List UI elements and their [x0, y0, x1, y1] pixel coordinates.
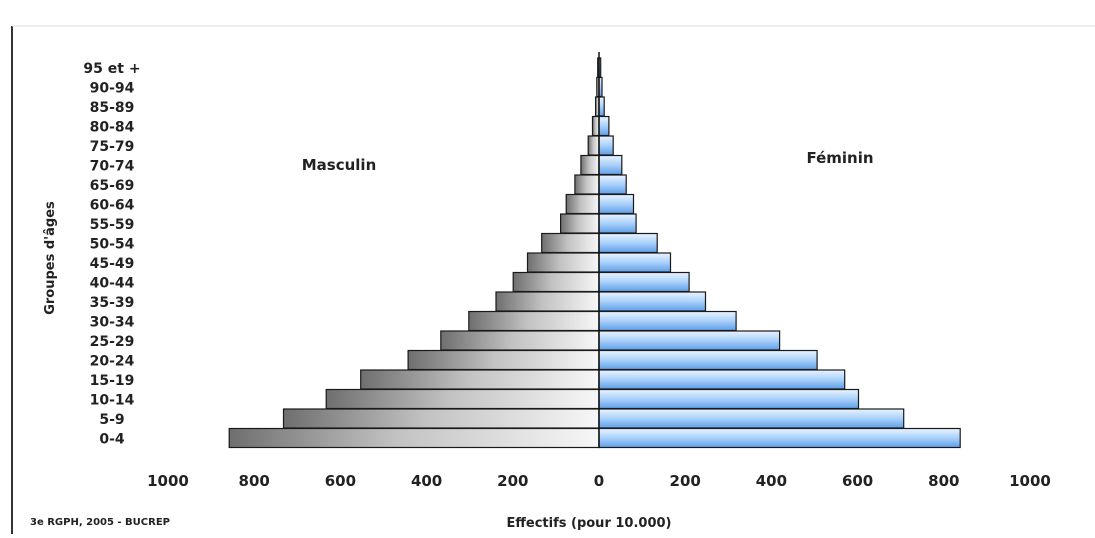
male-bar-35-39	[495, 291, 600, 312]
age-group-label: 0-4	[99, 432, 125, 448]
female-bar-5-9	[598, 408, 905, 429]
age-group-label: 85-89	[90, 100, 135, 116]
male-bars	[228, 57, 600, 449]
male-bar-20-24	[407, 349, 600, 371]
x-tick-label: 400	[411, 472, 442, 490]
x-tick-labels: 1000 800 600 400 200 0 200 400 600 800 1000	[147, 472, 1051, 490]
x-tick-label: 400	[756, 472, 787, 490]
x-tick-label: 600	[842, 472, 873, 490]
female-bar-60-64	[598, 193, 635, 215]
y-axis-title: Groupes d'âges	[43, 201, 58, 315]
age-group-label: 25-29	[90, 334, 135, 350]
age-group-label: 5-9	[99, 412, 124, 428]
x-axis-title: Effectifs (pour 10.000)	[506, 516, 671, 531]
age-group-label: 80-84	[90, 120, 135, 136]
female-bar-50-54	[598, 232, 658, 254]
male-bar-15-19	[360, 369, 600, 390]
male-bar-30-34	[468, 310, 600, 332]
male-bar-65-69	[574, 174, 600, 195]
male-bar-50-54	[541, 232, 600, 254]
female-bars	[598, 57, 961, 449]
age-group-label: 35-39	[90, 295, 135, 311]
age-group-label: 65-69	[90, 178, 135, 194]
x-tick-label: 800	[239, 472, 270, 490]
age-group-label: 95 et +	[83, 61, 140, 77]
x-tick-label: 1000	[147, 472, 189, 490]
x-tick-label: 600	[325, 472, 356, 490]
female-bar-15-19	[598, 369, 846, 390]
female-bar-0-4	[598, 427, 961, 449]
female-bar-55-59	[598, 213, 637, 234]
age-group-label: 70-74	[90, 159, 135, 175]
female-bar-65-69	[598, 174, 627, 195]
age-group-label: 55-59	[90, 217, 135, 233]
x-tick-label: 200	[670, 472, 701, 490]
female-bar-45-49	[598, 252, 672, 273]
age-group-label: 50-54	[90, 237, 135, 253]
male-bar-80-84	[591, 115, 600, 137]
female-bar-25-29	[598, 330, 781, 351]
age-group-label: 40-44	[90, 276, 135, 292]
age-group-label: 90-94	[90, 81, 135, 97]
female-bar-85-89	[598, 96, 605, 117]
x-tick-label: 200	[497, 472, 528, 490]
age-group-label: 30-34	[90, 315, 135, 331]
x-tick-label: 800	[928, 472, 959, 490]
male-bar-5-9	[282, 408, 600, 429]
male-bar-60-64	[565, 193, 600, 215]
age-group-label: 20-24	[90, 354, 135, 370]
female-bar-35-39	[598, 291, 707, 312]
male-bar-0-4	[228, 427, 600, 449]
age-group-label: 15-19	[90, 373, 135, 389]
female-bar-75-79	[598, 135, 614, 156]
male-bar-10-14	[325, 388, 600, 410]
age-group-label: 10-14	[90, 393, 135, 409]
male-bar-40-44	[512, 271, 600, 293]
female-bar-10-14	[598, 388, 860, 410]
age-group-labels: 0-4 5-9 10-14 15-19 20-24 25-29 30-34 35-39 40-4…	[83, 61, 140, 448]
female-series-label: Féminin	[806, 149, 873, 167]
male-bar-25-29	[440, 330, 600, 351]
age-group-label: 45-49	[90, 256, 135, 272]
female-bar-80-84	[598, 115, 610, 137]
male-series-label: Masculin	[302, 156, 377, 174]
source-note: 3e RGPH, 2005 - BUCREP	[30, 517, 170, 528]
age-group-label: 75-79	[90, 139, 135, 155]
female-bar-30-34	[598, 310, 737, 332]
male-bar-45-49	[526, 252, 600, 273]
female-bar-40-44	[598, 271, 690, 293]
male-bar-70-74	[580, 154, 600, 176]
female-bar-70-74	[598, 154, 623, 176]
male-bar-55-59	[559, 213, 600, 234]
age-group-label: 60-64	[90, 198, 135, 214]
x-tick-label: 0	[594, 472, 604, 490]
male-bar-75-79	[587, 135, 600, 156]
female-bar-20-24	[598, 349, 818, 371]
x-tick-label: 1000	[1009, 472, 1051, 490]
